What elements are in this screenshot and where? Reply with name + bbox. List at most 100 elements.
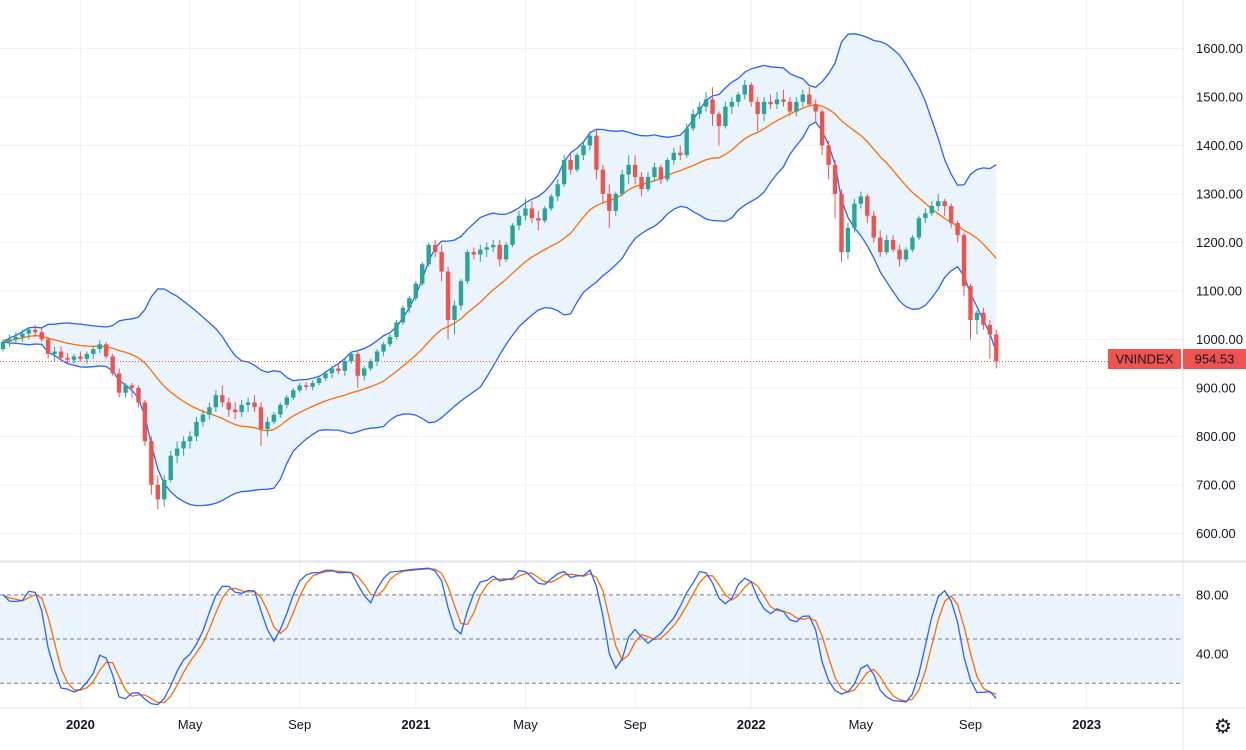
candle-body <box>342 361 348 371</box>
candle-body <box>181 441 186 449</box>
candle-body <box>471 252 477 255</box>
candle-body <box>587 135 593 146</box>
price-tick-label: 1300.00 <box>1196 186 1243 201</box>
candle-body <box>574 155 580 170</box>
candle-body <box>942 201 947 207</box>
candle-body <box>465 252 470 282</box>
candle-body <box>97 344 102 350</box>
candle-body <box>207 407 212 415</box>
stochastic-pane <box>0 567 1183 706</box>
candle-body <box>807 94 812 105</box>
candle-body <box>749 84 754 102</box>
stoch-k-line <box>2 567 997 706</box>
candle-body <box>839 193 844 253</box>
candle-body <box>710 99 715 114</box>
candle-body <box>336 368 341 371</box>
candle-body <box>826 145 831 165</box>
candle-body <box>194 421 199 437</box>
candle-body <box>65 357 70 360</box>
candle-body <box>323 373 328 379</box>
symbol-label: VNINDEX <box>1116 352 1174 367</box>
candle-body <box>568 160 573 170</box>
candle-body <box>787 101 793 112</box>
candle-body <box>33 329 38 333</box>
candle-body <box>168 455 173 480</box>
candle-body <box>813 104 818 112</box>
candle-body <box>26 329 31 334</box>
candle-body <box>981 312 986 325</box>
candle-body <box>187 436 193 442</box>
candle-body <box>690 113 696 129</box>
candle-body <box>104 344 109 357</box>
candle-body <box>297 385 302 391</box>
candle-body <box>536 218 541 221</box>
price-tick-label: 1000.00 <box>1196 332 1243 347</box>
candle-body <box>0 341 6 350</box>
candle-body <box>865 196 870 216</box>
candle-body <box>20 333 25 337</box>
candle-body <box>716 113 722 127</box>
candle-body <box>794 101 799 112</box>
settings-gear-icon[interactable]: ⚙ <box>1214 714 1232 738</box>
candle-body <box>316 378 322 384</box>
candle-body <box>142 402 148 442</box>
candle-body <box>484 247 489 250</box>
candle-body <box>613 193 618 211</box>
candle-body <box>278 404 283 415</box>
candle-body <box>116 373 122 393</box>
candle-body <box>878 237 883 253</box>
candle-body <box>245 402 251 405</box>
candle-body <box>13 336 19 340</box>
candle-body <box>303 385 309 387</box>
candle-body <box>884 240 889 253</box>
candle-body <box>723 106 728 127</box>
candle-body <box>265 421 270 430</box>
stoch-tick-label: 80.00 <box>1196 587 1229 602</box>
candle-body <box>652 167 657 177</box>
candle-body <box>929 206 934 214</box>
candle-body <box>458 281 464 306</box>
candle-body <box>523 208 528 216</box>
candle-body <box>162 480 167 500</box>
candle-body <box>871 215 876 238</box>
candle-body <box>684 128 689 156</box>
candle-body <box>445 271 451 320</box>
candle-body <box>200 414 206 422</box>
candle-body <box>852 203 857 228</box>
bollinger-bands <box>2 33 997 507</box>
candle-body <box>432 244 438 253</box>
candle-body <box>845 227 851 253</box>
candle-body <box>658 167 664 180</box>
candle-body <box>620 174 625 194</box>
stoch-tick-label: 40.00 <box>1196 646 1229 661</box>
candle-body <box>994 334 999 362</box>
candle-body <box>355 353 360 376</box>
candle-body <box>516 215 522 226</box>
candle-body <box>45 339 51 354</box>
candle-body <box>832 164 838 194</box>
candle-body <box>362 368 367 376</box>
candle-body <box>426 244 431 265</box>
candle-body <box>78 356 83 359</box>
candle-body <box>374 351 380 362</box>
candle-body <box>233 409 238 413</box>
candle-body <box>136 387 141 403</box>
candle-body <box>174 448 180 456</box>
candle-body <box>529 208 535 219</box>
candle-body <box>52 351 57 354</box>
candle-body <box>452 305 457 320</box>
candle-body <box>561 160 567 185</box>
candle-body <box>213 395 219 408</box>
candle-body <box>626 164 631 175</box>
candle-body <box>858 196 864 204</box>
time-tick-label: Sep <box>959 717 982 732</box>
candle-body <box>594 135 599 170</box>
candle-body <box>961 235 967 287</box>
candle-body <box>678 152 683 156</box>
candle-body <box>742 84 747 95</box>
candle-body <box>910 237 915 250</box>
last-price-labels: VNINDEX 954.53 <box>1108 349 1246 369</box>
candle-body <box>284 397 289 405</box>
